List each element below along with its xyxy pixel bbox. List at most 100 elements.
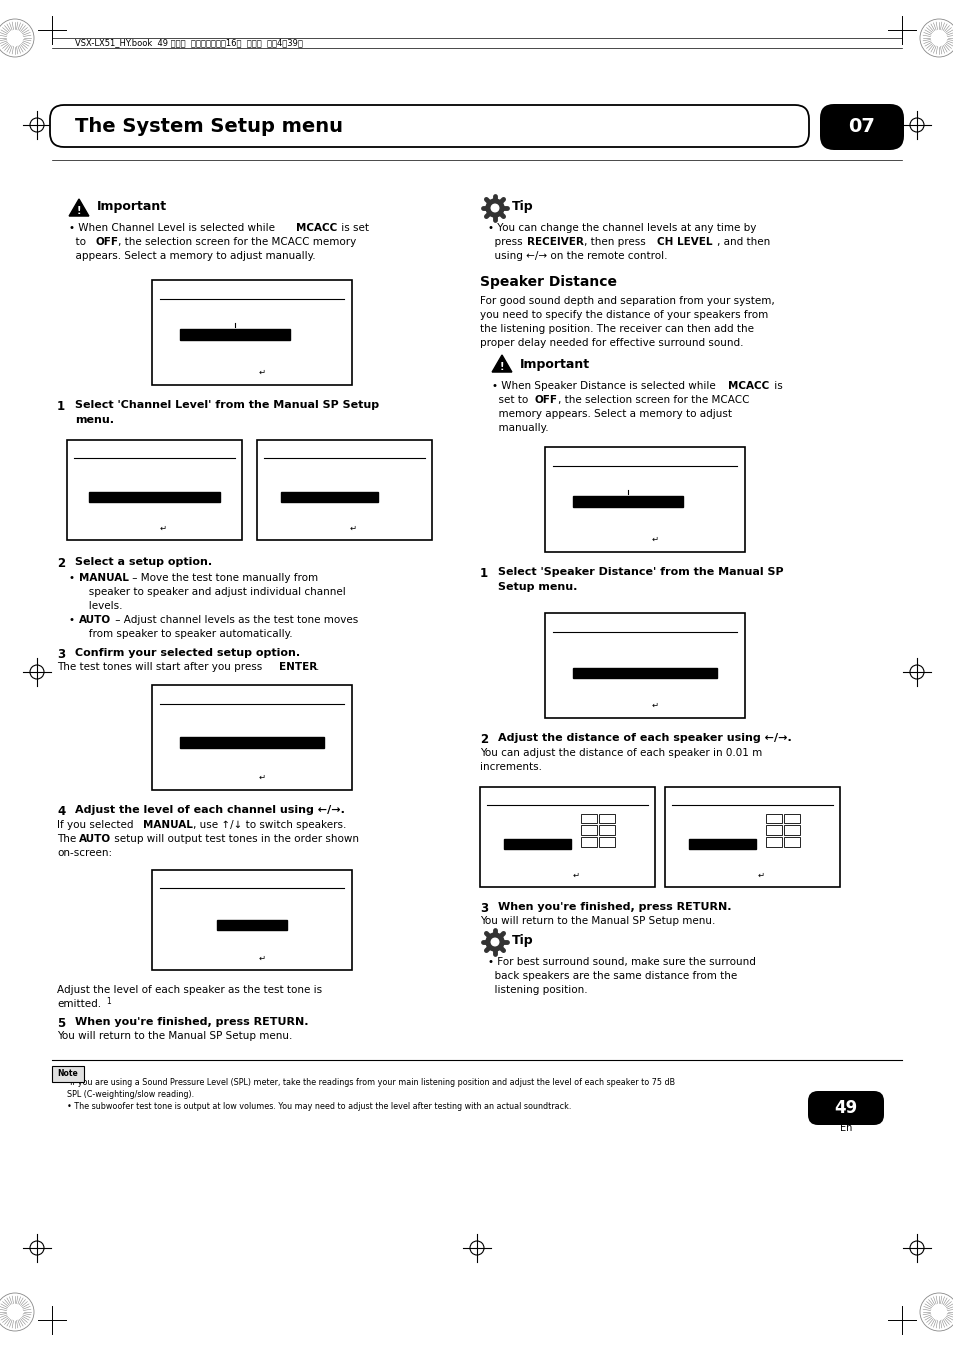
- Bar: [598, 814, 615, 824]
- Text: MANUAL: MANUAL: [143, 819, 193, 830]
- Text: increments.: increments.: [479, 761, 541, 772]
- Text: Speaker Distance: Speaker Distance: [479, 275, 617, 289]
- Text: back speakers are the same distance from the: back speakers are the same distance from…: [488, 971, 737, 981]
- Bar: [152, 684, 352, 790]
- Bar: [544, 447, 744, 552]
- Text: MCACC: MCACC: [295, 223, 337, 234]
- Text: memory appears. Select a memory to adjust: memory appears. Select a memory to adjus…: [492, 409, 731, 418]
- Text: • For best surround sound, make sure the surround: • For best surround sound, make sure the…: [488, 957, 755, 967]
- Text: AUTO: AUTO: [79, 616, 111, 625]
- Text: For good sound depth and separation from your system,: For good sound depth and separation from…: [479, 296, 774, 306]
- Bar: [581, 814, 597, 824]
- Text: 2: 2: [57, 558, 65, 570]
- Text: setup will output test tones in the order shown: setup will output test tones in the orde…: [111, 834, 358, 844]
- Bar: [67, 440, 242, 540]
- Circle shape: [485, 933, 503, 950]
- Bar: [479, 787, 655, 887]
- Bar: [765, 837, 781, 846]
- Bar: [504, 838, 571, 849]
- Text: 07: 07: [847, 117, 875, 136]
- Bar: [180, 329, 290, 340]
- Bar: [664, 787, 840, 887]
- Circle shape: [491, 204, 498, 212]
- Text: from speaker to speaker automatically.: from speaker to speaker automatically.: [79, 629, 293, 639]
- Text: • When Channel Level is selected while: • When Channel Level is selected while: [69, 223, 278, 234]
- Text: 49: 49: [834, 1099, 857, 1116]
- Text: You will return to the Manual SP Setup menu.: You will return to the Manual SP Setup m…: [479, 917, 715, 926]
- Text: levels.: levels.: [79, 601, 122, 612]
- Text: 5: 5: [57, 1017, 65, 1030]
- Text: • You can change the channel levels at any time by: • You can change the channel levels at a…: [488, 223, 756, 234]
- Text: using ←/→ on the remote control.: using ←/→ on the remote control.: [488, 251, 667, 261]
- Bar: [573, 668, 717, 678]
- Text: You will return to the Manual SP Setup menu.: You will return to the Manual SP Setup m…: [57, 1031, 292, 1041]
- Text: OFF: OFF: [96, 238, 119, 247]
- Bar: [598, 825, 615, 836]
- Text: AUTO: AUTO: [79, 834, 111, 844]
- Circle shape: [931, 1305, 944, 1319]
- Text: Adjust the distance of each speaker using ←/→.: Adjust the distance of each speaker usin…: [497, 733, 791, 743]
- Text: ↵: ↵: [258, 774, 265, 782]
- Bar: [256, 440, 432, 540]
- Text: 1: 1: [57, 400, 65, 413]
- Text: Select a setup option.: Select a setup option.: [75, 558, 212, 567]
- Text: Adjust the level of each speaker as the test tone is: Adjust the level of each speaker as the …: [57, 986, 322, 995]
- Circle shape: [9, 1305, 22, 1319]
- Circle shape: [931, 31, 944, 45]
- Bar: [689, 838, 755, 849]
- Text: 3: 3: [479, 902, 488, 915]
- FancyBboxPatch shape: [820, 104, 903, 150]
- Text: proper delay needed for effective surround sound.: proper delay needed for effective surrou…: [479, 338, 742, 348]
- Text: , then press: , then press: [583, 238, 648, 247]
- Text: Tip: Tip: [512, 200, 533, 213]
- Text: emitted.: emitted.: [57, 999, 101, 1008]
- Text: speaker to speaker and adjust individual channel: speaker to speaker and adjust individual…: [79, 587, 345, 597]
- Text: 4: 4: [57, 805, 65, 818]
- Bar: [89, 491, 220, 502]
- Text: .: .: [315, 662, 319, 672]
- Bar: [783, 837, 800, 846]
- Polygon shape: [492, 355, 512, 373]
- Text: When you're finished, press RETURN.: When you're finished, press RETURN.: [497, 902, 731, 913]
- Text: Important: Important: [519, 358, 590, 371]
- Bar: [581, 825, 597, 836]
- Bar: [152, 279, 352, 385]
- Text: SPL (C-weighting/slow reading).: SPL (C-weighting/slow reading).: [57, 1089, 193, 1099]
- Text: Select 'Speaker Distance' from the Manual SP: Select 'Speaker Distance' from the Manua…: [497, 567, 782, 576]
- Text: is: is: [770, 381, 781, 392]
- Text: press: press: [488, 238, 525, 247]
- Text: on-screen:: on-screen:: [57, 848, 112, 859]
- Text: Important: Important: [97, 200, 167, 213]
- Bar: [216, 919, 287, 930]
- Text: ↵: ↵: [572, 871, 579, 879]
- Text: Tip: Tip: [512, 934, 533, 946]
- Bar: [581, 837, 597, 846]
- Text: to: to: [69, 238, 90, 247]
- Text: manually.: manually.: [492, 423, 548, 433]
- Text: MANUAL: MANUAL: [79, 572, 129, 583]
- Text: Setup menu.: Setup menu.: [497, 582, 577, 593]
- Bar: [573, 497, 682, 506]
- Text: • When Speaker Distance is selected while: • When Speaker Distance is selected whil…: [492, 381, 719, 392]
- Text: ↵: ↵: [651, 535, 658, 544]
- FancyBboxPatch shape: [807, 1091, 883, 1125]
- Bar: [598, 837, 615, 846]
- Text: set to: set to: [492, 396, 531, 405]
- Text: ENTER: ENTER: [278, 662, 317, 672]
- Text: En: En: [839, 1123, 851, 1133]
- Text: 2: 2: [479, 733, 488, 747]
- Bar: [544, 613, 744, 718]
- Bar: [281, 491, 377, 502]
- Text: listening position.: listening position.: [488, 986, 587, 995]
- Text: ¹ • If you are using a Sound Pressure Level (SPL) meter, take the readings from : ¹ • If you are using a Sound Pressure Le…: [57, 1079, 675, 1087]
- Text: • The subwoofer test tone is output at low volumes. You may need to adjust the l: • The subwoofer test tone is output at l…: [57, 1102, 571, 1111]
- Text: RECEIVER: RECEIVER: [526, 238, 583, 247]
- Text: ↵: ↵: [350, 524, 356, 532]
- Bar: [783, 825, 800, 836]
- Text: •: •: [69, 616, 81, 625]
- Circle shape: [485, 198, 503, 217]
- Circle shape: [9, 31, 22, 45]
- Bar: [52, 1066, 84, 1081]
- Text: Note: Note: [57, 1068, 78, 1077]
- Circle shape: [491, 938, 498, 946]
